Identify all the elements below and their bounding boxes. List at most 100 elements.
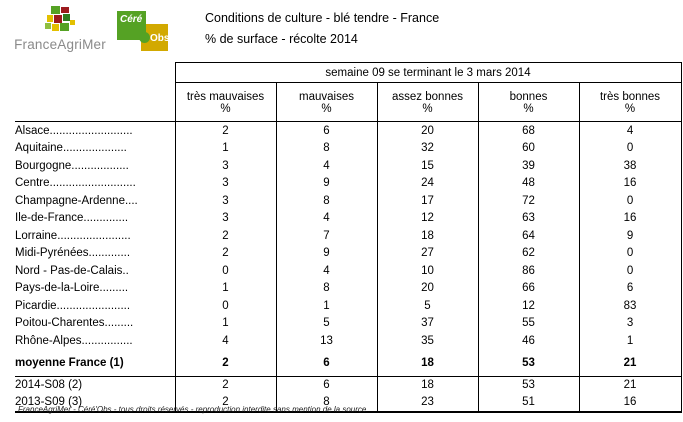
unit-cell: % xyxy=(275,103,378,122)
value-cell: 1 xyxy=(174,279,276,297)
value-cell: 66 xyxy=(477,279,579,297)
value-cell: 86 xyxy=(477,262,579,280)
value-cell: 0 xyxy=(174,262,276,280)
summary-value-cell: 53 xyxy=(477,349,579,377)
value-cell: 12 xyxy=(376,209,478,227)
value-cell: 1 xyxy=(275,297,377,315)
value-cell: 2 xyxy=(174,121,276,140)
value-cell: 16 xyxy=(578,174,682,192)
table-row: Aquitaine.................... 1 8 32 60 0 xyxy=(15,139,682,157)
column-header-row: très mauvaises mauvaises assez bonnes bo… xyxy=(15,82,682,104)
summary-value-cell: 6 xyxy=(275,349,377,377)
table-row: Picardie....................... 0 1 5 12 83 xyxy=(15,297,682,315)
title-line-2: % de surface - récolte 2014 xyxy=(205,32,358,46)
value-cell: 6 xyxy=(578,279,682,297)
unit-cell: % xyxy=(174,103,277,122)
value-cell: 8 xyxy=(275,192,377,210)
value-cell: 9 xyxy=(275,244,377,262)
comparison-label: 2013-S09 (3) xyxy=(15,393,175,413)
region-label: Nord - Pas-de-Calais.. xyxy=(15,264,129,277)
value-cell: 3 xyxy=(174,157,276,175)
value-cell: 8 xyxy=(275,393,377,413)
value-cell: 20 xyxy=(376,279,478,297)
value-cell: 4 xyxy=(275,209,377,227)
table-row: Pays-de-la-Loire......... 1 8 20 66 6 xyxy=(15,279,682,297)
franceagrimer-logo: FranceAgriMer xyxy=(6,6,114,52)
value-cell: 7 xyxy=(275,227,377,245)
region-label: Poitou-Charentes......... xyxy=(15,317,134,330)
value-cell: 16 xyxy=(578,393,682,413)
column-header-assez-bonnes: assez bonnes xyxy=(376,82,479,103)
value-cell: 63 xyxy=(477,209,579,227)
region-label: Rhône-Alpes................ xyxy=(15,334,133,347)
value-cell: 2 xyxy=(174,244,276,262)
summary-value-cell: 2 xyxy=(174,349,276,377)
region-label: Midi-Pyrénées............. xyxy=(15,247,131,260)
column-header-bonnes: bonnes xyxy=(477,82,580,103)
value-cell: 55 xyxy=(477,314,579,332)
value-cell: 0 xyxy=(578,262,682,280)
region-label: Picardie....................... xyxy=(15,299,131,312)
column-header-mauvaises: mauvaises xyxy=(275,82,378,103)
summary-value-cell: 21 xyxy=(578,349,682,377)
franceagrimer-mosaic-icon xyxy=(45,6,75,31)
comparison-rows: 2014-S08 (2) 2 6 18 53 21 2013-S09 (3) 2 8 23 51 16 xyxy=(15,376,682,413)
table-row: Midi-Pyrénées............. 2 9 27 62 0 xyxy=(15,244,682,262)
value-cell: 5 xyxy=(275,314,377,332)
table-row: Alsace.......................... 2 6 20 68 4 xyxy=(15,121,682,140)
column-header-tres-bonnes: très bonnes xyxy=(578,82,682,103)
summary-row: moyenne France (1) 2 6 18 53 21 xyxy=(15,349,682,377)
value-cell: 3 xyxy=(174,209,276,227)
value-cell: 24 xyxy=(376,174,478,192)
corner-blank-cell xyxy=(15,63,175,83)
value-cell: 1 xyxy=(578,332,682,350)
value-cell: 48 xyxy=(477,174,579,192)
summary-label: moyenne France (1) xyxy=(15,349,175,377)
corner-blank-cell xyxy=(15,103,175,122)
value-cell: 51 xyxy=(477,393,579,413)
value-cell: 18 xyxy=(376,376,478,394)
value-cell: 53 xyxy=(477,376,579,394)
value-cell: 4 xyxy=(275,157,377,175)
value-cell: 1 xyxy=(174,139,276,157)
value-cell: 23 xyxy=(376,393,478,413)
value-cell: 4 xyxy=(174,332,276,350)
value-cell: 3 xyxy=(174,192,276,210)
region-label: Bourgogne.................. xyxy=(15,159,129,172)
region-label: Centre........................... xyxy=(15,177,136,190)
value-cell: 2 xyxy=(174,376,276,394)
region-label: Pays-de-la-Loire......... xyxy=(15,282,129,295)
value-cell: 39 xyxy=(477,157,579,175)
value-cell: 4 xyxy=(275,262,377,280)
table-row: Nord - Pas-de-Calais.. 0 4 10 86 0 xyxy=(15,262,682,280)
column-header-tres-mauvaises: très mauvaises xyxy=(174,82,277,103)
value-cell: 46 xyxy=(477,332,579,350)
region-rows: Alsace.......................... 2 6 20 68 4 A… xyxy=(15,121,682,350)
value-cell: 3 xyxy=(174,174,276,192)
corner-blank-cell xyxy=(15,83,175,104)
region-label: Lorraine....................... xyxy=(15,229,131,242)
value-cell: 5 xyxy=(376,297,478,315)
table-row: Lorraine....................... 2 7 18 64 9 xyxy=(15,227,682,245)
table-row: Centre........................... 3 9 24 48 1… xyxy=(15,174,682,192)
value-cell: 32 xyxy=(376,139,478,157)
table-row: Bourgogne.................. 3 4 15 39 38 xyxy=(15,157,682,175)
value-cell: 72 xyxy=(477,192,579,210)
value-cell: 8 xyxy=(275,139,377,157)
unit-cell: % xyxy=(477,103,580,122)
value-cell: 16 xyxy=(578,209,682,227)
comparison-row: 2013-S09 (3) 2 8 23 51 16 xyxy=(15,393,682,413)
value-cell: 3 xyxy=(578,314,682,332)
table-row: Champagne-Ardenne.... 3 8 17 72 0 xyxy=(15,192,682,210)
value-cell: 6 xyxy=(275,376,377,394)
value-cell: 1 xyxy=(174,314,276,332)
conditions-table: semaine 09 se terminant le 3 mars 2014 t… xyxy=(15,62,682,413)
value-cell: 21 xyxy=(578,376,682,394)
value-cell: 37 xyxy=(376,314,478,332)
value-cell: 27 xyxy=(376,244,478,262)
table-row: Poitou-Charentes......... 1 5 37 55 3 xyxy=(15,314,682,332)
value-cell: 62 xyxy=(477,244,579,262)
region-label: Aquitaine.................... xyxy=(15,142,127,155)
week-header: semaine 09 se terminant le 3 mars 2014 xyxy=(174,62,682,83)
